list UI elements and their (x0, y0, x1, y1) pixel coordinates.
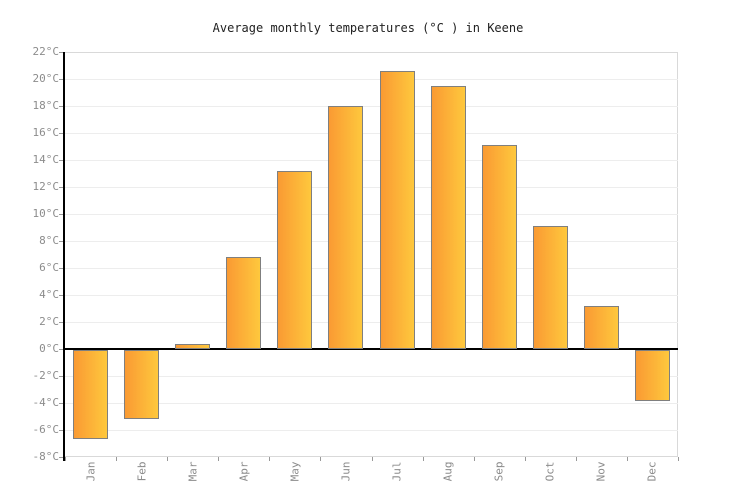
y-tick (59, 79, 63, 80)
x-tick (320, 457, 321, 461)
bar (431, 86, 466, 349)
bar (380, 71, 415, 349)
y-tick (59, 52, 63, 53)
gridline (65, 376, 678, 377)
y-tick (59, 322, 63, 323)
chart-title: Average monthly temperatures (°C ) in Ke… (212, 21, 524, 35)
bar (328, 106, 363, 349)
gridline (65, 106, 678, 107)
zero-line (65, 348, 678, 350)
x-tick (65, 457, 66, 461)
gridline (65, 403, 678, 404)
plot-border-right (677, 52, 678, 457)
y-axis-label: -4°C (32, 396, 60, 409)
x-tick (474, 457, 475, 461)
y-tick (59, 457, 63, 458)
y-axis-label: 16°C (32, 126, 60, 139)
plot-border-top (65, 52, 678, 53)
y-axis-label: -2°C (32, 369, 60, 382)
x-tick (218, 457, 219, 461)
y-axis-label: 8°C (39, 234, 59, 247)
y-axis-label: 4°C (39, 288, 59, 301)
y-tick (59, 295, 63, 296)
y-axis-label: 20°C (32, 72, 60, 85)
x-axis-label: Mar (186, 461, 200, 482)
y-tick (59, 160, 63, 161)
x-axis-label: May (288, 461, 302, 482)
x-axis-label: Oct (543, 461, 557, 482)
gridline (65, 187, 678, 188)
x-axis-label: Dec (645, 461, 659, 482)
gridline (65, 79, 678, 80)
x-axis-label: Feb (135, 461, 149, 482)
y-tick (59, 106, 63, 107)
x-axis-label: Nov (594, 461, 608, 482)
bar (277, 171, 312, 349)
y-tick (59, 268, 63, 269)
y-axis-label: -8°C (32, 450, 60, 463)
bar (175, 344, 210, 349)
bar (73, 350, 108, 439)
y-tick (59, 403, 63, 404)
bar (226, 257, 261, 349)
y-tick (59, 430, 63, 431)
x-tick (525, 457, 526, 461)
y-axis-label: 12°C (32, 180, 60, 193)
y-axis-label: 22°C (32, 45, 60, 58)
x-tick (372, 457, 373, 461)
x-axis-label: Jan (84, 461, 98, 482)
bar (124, 350, 159, 419)
gridline (65, 214, 678, 215)
gridline (65, 268, 678, 269)
bar (533, 226, 568, 349)
x-axis-label: Aug (441, 461, 455, 482)
y-axis-label: 0°C (39, 342, 59, 355)
x-axis-label: Jun (339, 461, 353, 482)
x-tick (627, 457, 628, 461)
y-axis-label: 18°C (32, 99, 60, 112)
gridline (65, 322, 678, 323)
x-tick (678, 457, 679, 461)
x-tick (116, 457, 117, 461)
y-axis-line (63, 52, 65, 461)
x-tick (576, 457, 577, 461)
x-axis-label: Jul (390, 461, 404, 482)
y-axis-label: 2°C (39, 315, 59, 328)
x-tick (423, 457, 424, 461)
x-tick (269, 457, 270, 461)
y-axis-label: 14°C (32, 153, 60, 166)
bar (584, 306, 619, 349)
y-tick (59, 214, 63, 215)
gridline (65, 430, 678, 431)
y-axis-label: -6°C (32, 423, 60, 436)
y-tick (59, 133, 63, 134)
y-tick (59, 241, 63, 242)
gridline (65, 295, 678, 296)
y-tick (59, 349, 63, 350)
x-axis-label: Apr (237, 461, 251, 482)
bar (482, 145, 517, 349)
y-axis-label: 10°C (32, 207, 60, 220)
x-axis-label: Sep (492, 461, 506, 482)
gridline (65, 133, 678, 134)
bar (635, 350, 670, 401)
gridline (65, 160, 678, 161)
y-axis-label: 6°C (39, 261, 59, 274)
gridline (65, 241, 678, 242)
plot-border-bottom (65, 456, 678, 457)
x-tick (167, 457, 168, 461)
y-tick (59, 187, 63, 188)
y-tick (59, 376, 63, 377)
